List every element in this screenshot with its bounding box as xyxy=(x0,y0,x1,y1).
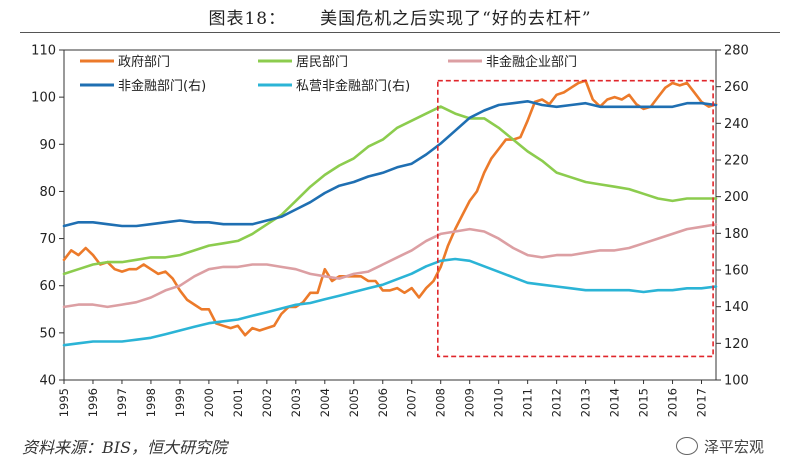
wechat-icon xyxy=(675,437,698,455)
legend-label: 非金融企业部门 xyxy=(486,54,577,70)
legend-label: 居民部门 xyxy=(296,55,348,70)
x-tick-label: 2013 xyxy=(579,388,593,417)
x-tick-label: 2017 xyxy=(695,388,709,417)
legend-label: 私营非金融部门(右) xyxy=(296,78,410,94)
y-axis-right: 100 120 140 160 180 200 220 240 260 280 xyxy=(716,44,749,389)
y-right-tick-label: 240 xyxy=(724,117,749,132)
x-tick-label: 2007 xyxy=(405,388,419,417)
series-line xyxy=(62,100,718,228)
x-tick-label: 2001 xyxy=(231,388,245,417)
source-note: 资料来源：BIS，恒大研究院 xyxy=(22,438,228,457)
figure-title: 图表18： 美国危机之后实现了“好的去杠杆” xyxy=(0,4,800,29)
y-right-tick-label: 280 xyxy=(724,44,749,59)
figure-number: 图表18： xyxy=(208,9,287,29)
y-right-tick-label: 120 xyxy=(724,337,749,352)
x-tick-label: 2015 xyxy=(637,388,651,417)
y-right-tick-label: 200 xyxy=(724,190,749,205)
y-axis-left: 40 50 60 70 80 90 100 110 xyxy=(31,44,64,389)
y-left-tick-label: 60 xyxy=(39,279,56,294)
x-tick-label: 2010 xyxy=(492,388,506,417)
x-tick-label: 2004 xyxy=(318,388,332,417)
x-tick-label: 2002 xyxy=(260,388,274,417)
x-tick-label: 2012 xyxy=(550,388,564,417)
x-axis: 1995 1996 1997 1998 1999 2000 2001 2002 2003 2004… xyxy=(57,380,709,417)
y-right-tick-label: 140 xyxy=(724,300,749,315)
y-right-tick-label: 160 xyxy=(724,264,749,279)
legend-label: 政府部门 xyxy=(118,55,170,70)
series-line xyxy=(62,223,718,309)
x-tick-label: 2011 xyxy=(521,388,535,417)
y-left-tick-label: 90 xyxy=(39,138,56,153)
x-tick-label: 2003 xyxy=(289,388,303,417)
plot-frame xyxy=(63,49,717,381)
series-line xyxy=(62,79,718,337)
x-tick-label: 2005 xyxy=(347,388,361,417)
y-left-tick-label: 110 xyxy=(31,44,56,59)
x-tick-label: 2008 xyxy=(434,388,448,417)
y-right-tick-label: 220 xyxy=(724,154,749,169)
x-tick-label: 2014 xyxy=(608,388,622,417)
x-tick-label: 2006 xyxy=(376,388,390,417)
x-tick-label: 1995 xyxy=(57,388,71,417)
y-right-tick-label: 100 xyxy=(724,374,749,389)
y-left-tick-label: 70 xyxy=(39,232,56,247)
x-tick-label: 2016 xyxy=(666,388,680,417)
legend-label: 非金融部门(右) xyxy=(118,78,206,94)
y-right-tick-label: 260 xyxy=(724,80,749,95)
y-right-tick-label: 180 xyxy=(724,227,749,242)
x-tick-label: 2009 xyxy=(463,388,477,417)
series-layer xyxy=(62,79,718,347)
y-left-tick-label: 80 xyxy=(39,185,56,200)
y-left-tick-label: 100 xyxy=(31,91,56,106)
x-tick-label: 1999 xyxy=(173,388,187,417)
series-line xyxy=(62,257,718,347)
x-tick-label: 1997 xyxy=(115,388,129,417)
y-left-tick-label: 50 xyxy=(39,326,56,341)
highlight-box xyxy=(437,79,714,358)
series-line xyxy=(62,105,718,276)
y-left-tick-label: 40 xyxy=(39,374,56,389)
watermark: 泽平宏观 xyxy=(675,436,764,457)
title-rule xyxy=(20,32,780,33)
x-tick-label: 2000 xyxy=(202,388,216,417)
x-tick-label: 1998 xyxy=(144,388,158,417)
x-tick-label: 1996 xyxy=(86,388,100,417)
figure-title-text: 美国危机之后实现了“好的去杠杆” xyxy=(320,9,592,29)
watermark-text: 泽平宏观 xyxy=(703,438,764,456)
